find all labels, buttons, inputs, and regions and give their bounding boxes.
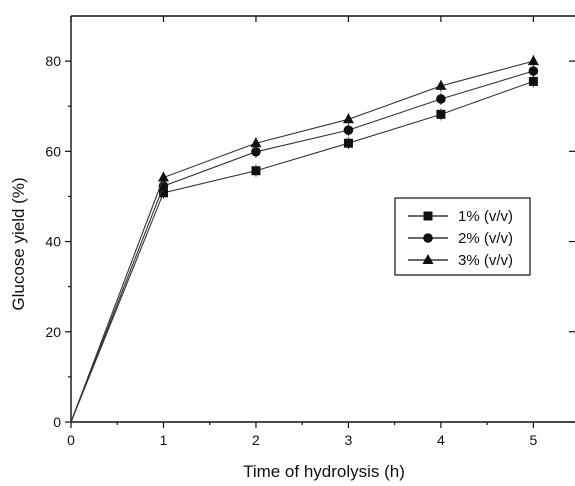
square-marker [158,188,168,198]
square-marker [436,109,446,119]
triangle-marker [435,79,447,90]
x-tick-label: 3 [345,432,353,448]
series-line [70,80,534,423]
series-1 [70,75,538,423]
triangle-marker [157,171,169,182]
series-line [70,60,534,423]
triangle-marker [342,113,354,124]
legend-label: 1% (v/v) [458,208,513,225]
legend-label: 3% (v/v) [458,252,513,269]
x-tick-label: 5 [529,432,537,448]
legend-box [394,197,531,276]
series-group [70,55,539,423]
x-tick-label: 0 [67,432,75,448]
y-tick-label: 40 [45,234,61,250]
axis-ticks: 0 1 2 3 4 5 0 20 40 60 80 [45,16,575,448]
axes [70,15,575,423]
circle-marker [343,125,354,135]
series-2 [70,65,539,423]
y-tick-label: 20 [45,324,61,340]
legend: 1% (v/v) 2% (v/v) 3% (v/v) [394,197,531,276]
triangle-marker [422,254,434,264]
circle-marker [423,233,433,243]
y-tick-label: 60 [45,143,61,159]
x-tick-label: 4 [437,432,445,448]
circle-marker [251,146,261,157]
x-tick-label: 2 [252,432,260,448]
triangle-marker [527,55,539,66]
triangle-marker [250,137,262,148]
y-axis-label: Glucose yield (%) [9,177,28,310]
circle-marker [436,94,446,104]
y-tick-label: 0 [53,414,61,430]
y-tick-label: 80 [45,53,61,69]
square-marker [423,211,433,221]
x-tick-label: 1 [160,432,168,448]
series-3 [70,55,539,423]
x-axis-label: Time of hydrolysis (h) [243,462,405,481]
circle-marker [528,66,539,76]
square-marker [528,76,538,86]
square-marker [343,138,353,148]
square-marker [251,166,261,176]
legend-label: 2% (v/v) [458,230,513,247]
series-line [70,70,534,423]
